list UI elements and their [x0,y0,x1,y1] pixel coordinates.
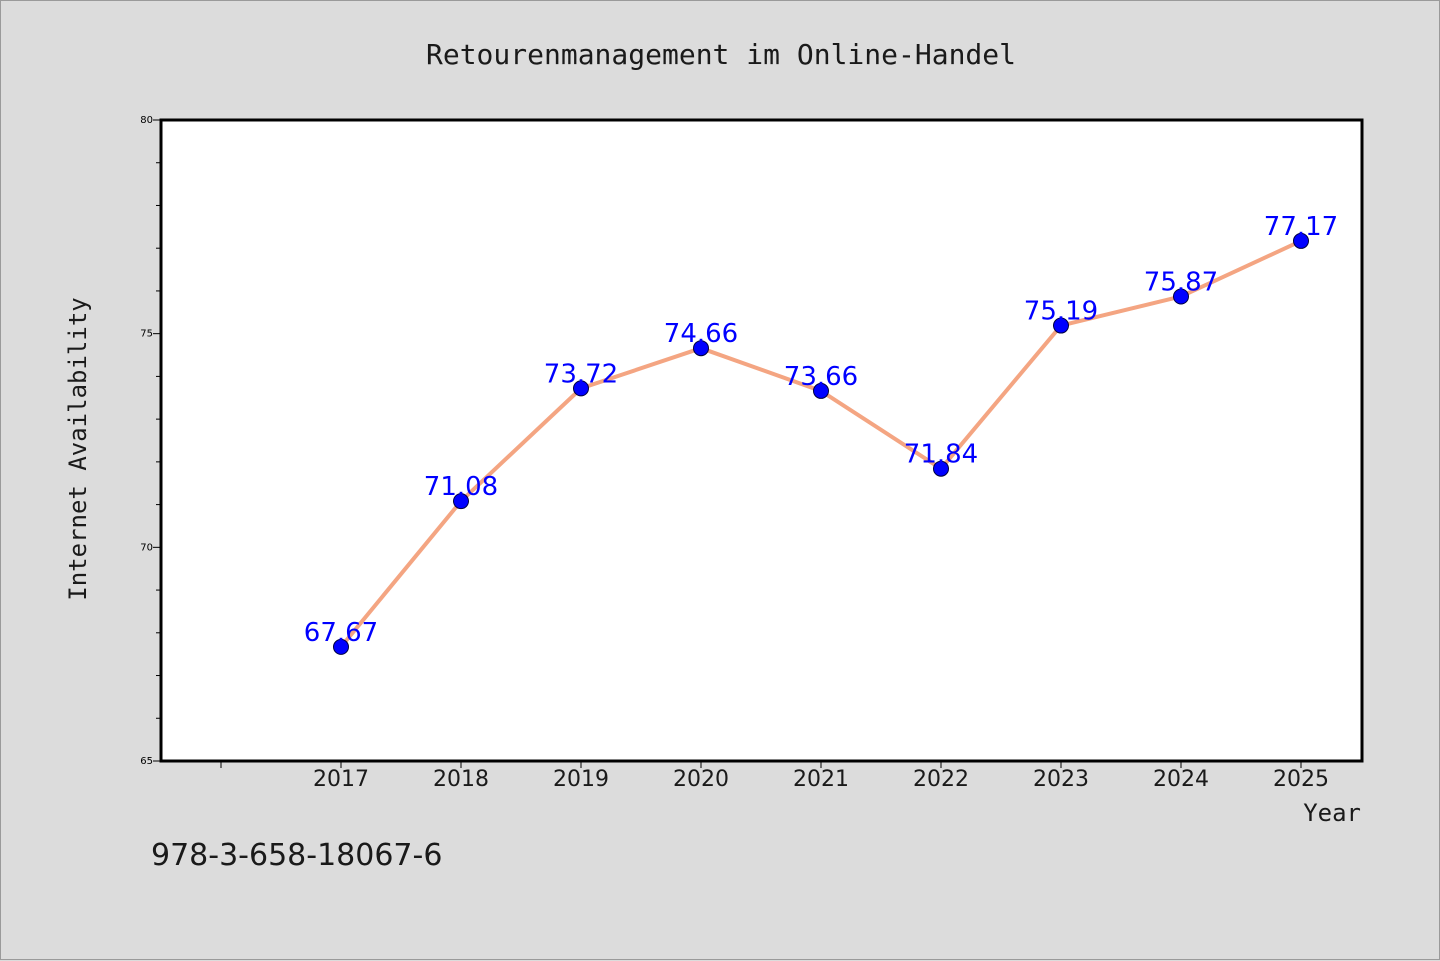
y-tick-label: 65 [140,756,153,767]
y-tick-label: 80 [140,115,153,126]
data-label: 73.72 [544,359,618,389]
series-layer: 67.67 71.08 73.72 74.66 73.66 71.84 75.19 75.87… [304,212,1338,655]
data-label: 71.08 [424,472,498,502]
data-label: 67.67 [304,618,378,648]
data-label: 77.17 [1264,212,1338,242]
y-tick-label: 75 [140,329,153,340]
x-tick-label: 2025 [1273,767,1329,792]
y-axis-label: Internet Availability [64,297,92,600]
data-point [1293,232,1309,249]
x-tick-label: 2018 [433,767,489,792]
data-label: 74.66 [664,319,738,349]
x-tick-label: 2017 [313,767,369,792]
data-point [693,340,709,357]
data-label: 75.19 [1024,297,1098,327]
x-axis: 2017 2018 2019 2020 2021 2022 2023 2024 2025 [220,761,1329,792]
data-label: 71.84 [904,440,978,470]
x-tick-label: 2022 [913,767,969,792]
y-tick-label: 70 [140,542,153,553]
data-point [573,380,589,397]
x-axis-label: Year [1303,799,1361,827]
x-tick-label: 2024 [1153,767,1209,792]
data-label: 73.66 [784,362,858,392]
data-point [333,638,349,655]
plot-area [161,120,1362,761]
data-label: 75.87 [1144,267,1218,297]
x-tick-label: 2020 [673,767,729,792]
y-axis: 65 70 75 80 [140,115,161,767]
data-point [933,460,949,477]
x-tick-label: 2023 [1033,767,1089,792]
data-point [453,493,469,510]
x-tick-label: 2019 [553,767,609,792]
chart-title: Retourenmanagement im Online-Handel [426,38,1016,71]
plot-frame [159,118,1364,763]
data-point [1053,317,1069,334]
footer-isbn: 978-3-658-18067-6 [151,838,442,873]
data-point [1173,288,1189,305]
data-point [813,382,829,399]
x-tick-label: 2021 [793,767,849,792]
